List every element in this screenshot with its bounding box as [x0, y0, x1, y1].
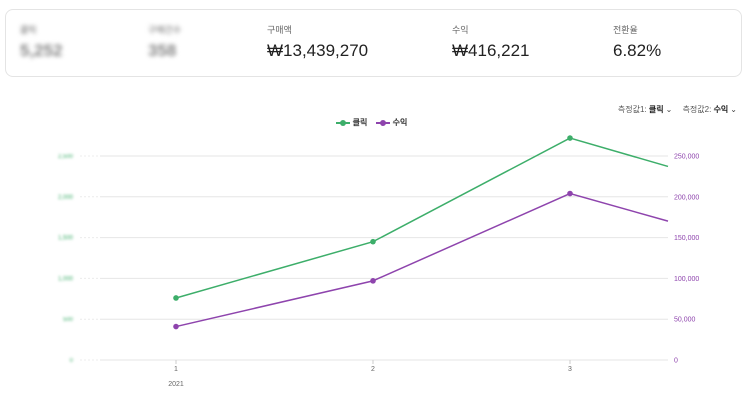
stat-value: 358	[148, 41, 177, 60]
stat-label: 구매액	[267, 25, 292, 35]
y-right-tick-label: 200,000	[674, 194, 699, 201]
x-year-label: 2021	[168, 381, 184, 388]
data-point	[173, 295, 179, 301]
data-point	[370, 278, 376, 284]
chart-legend: 클릭 수익	[0, 117, 743, 129]
metric2-value: 수익	[713, 105, 729, 114]
y-right-tick-label: 50,000	[674, 317, 696, 324]
metric2-dropdown[interactable]: 측정값2: 수익 ⌄	[683, 105, 737, 114]
legend-swatch	[375, 119, 390, 127]
chevron-down-icon: ⌄	[730, 105, 737, 114]
stat-revenue: 수익 ₩416,221	[452, 24, 530, 61]
stat-purchases: 구매건수 358	[148, 24, 181, 61]
stat-label: 수익	[452, 25, 469, 35]
y-left-tick-label: 0	[70, 358, 74, 364]
y-right-tick-label: 250,000	[674, 154, 699, 161]
y-right-tick-label: 0	[674, 358, 678, 365]
metric1-value: 클릭	[648, 105, 664, 114]
legend-swatch	[335, 119, 350, 127]
y-left-tick-label: 500	[63, 317, 74, 323]
stat-clicks: 클릭 5,252	[20, 24, 63, 61]
data-point	[370, 238, 376, 245]
summary-panel: 클릭 5,252 구매건수 358 구매액 ₩13,439,270 수익 ₩41…	[5, 9, 742, 77]
data-point	[173, 323, 179, 330]
series-line-clicks	[175, 137, 669, 299]
stat-label: 구매건수	[148, 25, 182, 35]
stat-value: ₩13,439,270	[267, 41, 369, 60]
metric2-label: 측정값2:	[682, 105, 712, 114]
legend-label: 클릭	[352, 118, 368, 127]
x-tick-label: 1	[174, 366, 178, 373]
series-line-revenue	[175, 192, 669, 328]
stat-value: 5,252	[20, 41, 63, 60]
legend-item-clicks[interactable]: 클릭	[335, 117, 368, 128]
legend-item-revenue[interactable]: 수익	[375, 117, 408, 128]
x-tick-label: 2	[371, 366, 375, 373]
data-point	[567, 190, 573, 197]
legend-label: 수익	[392, 118, 408, 127]
stat-label: 전환율	[613, 25, 638, 35]
data-point	[567, 135, 573, 141]
y-left-tick-label: 1,000	[58, 276, 74, 282]
stat-value: ₩416,221	[452, 41, 530, 60]
y-right-tick-label: 150,000	[674, 235, 699, 242]
y-left-tick-label: 2,000	[58, 195, 74, 201]
stat-label: 클릭	[20, 25, 37, 35]
chevron-down-icon: ⌄	[665, 105, 673, 114]
stat-value: 6.82%	[613, 41, 662, 60]
y-right-tick-label: 100,000	[674, 276, 699, 283]
stat-conversion: 전환율 6.82%	[613, 24, 661, 61]
x-tick-label: 3	[568, 366, 572, 373]
y-left-tick-label: 1,500	[58, 236, 74, 242]
stat-purchase-amount: 구매액 ₩13,439,270	[267, 24, 368, 61]
y-left-tick-label: 2,500	[58, 154, 74, 160]
metric-selectors: 측정값1: 클릭 ⌄ 측정값2: 수익 ⌄	[610, 104, 737, 115]
metric1-label: 측정값1:	[617, 105, 647, 114]
metric1-dropdown[interactable]: 측정값1: 클릭 ⌄	[618, 105, 672, 114]
